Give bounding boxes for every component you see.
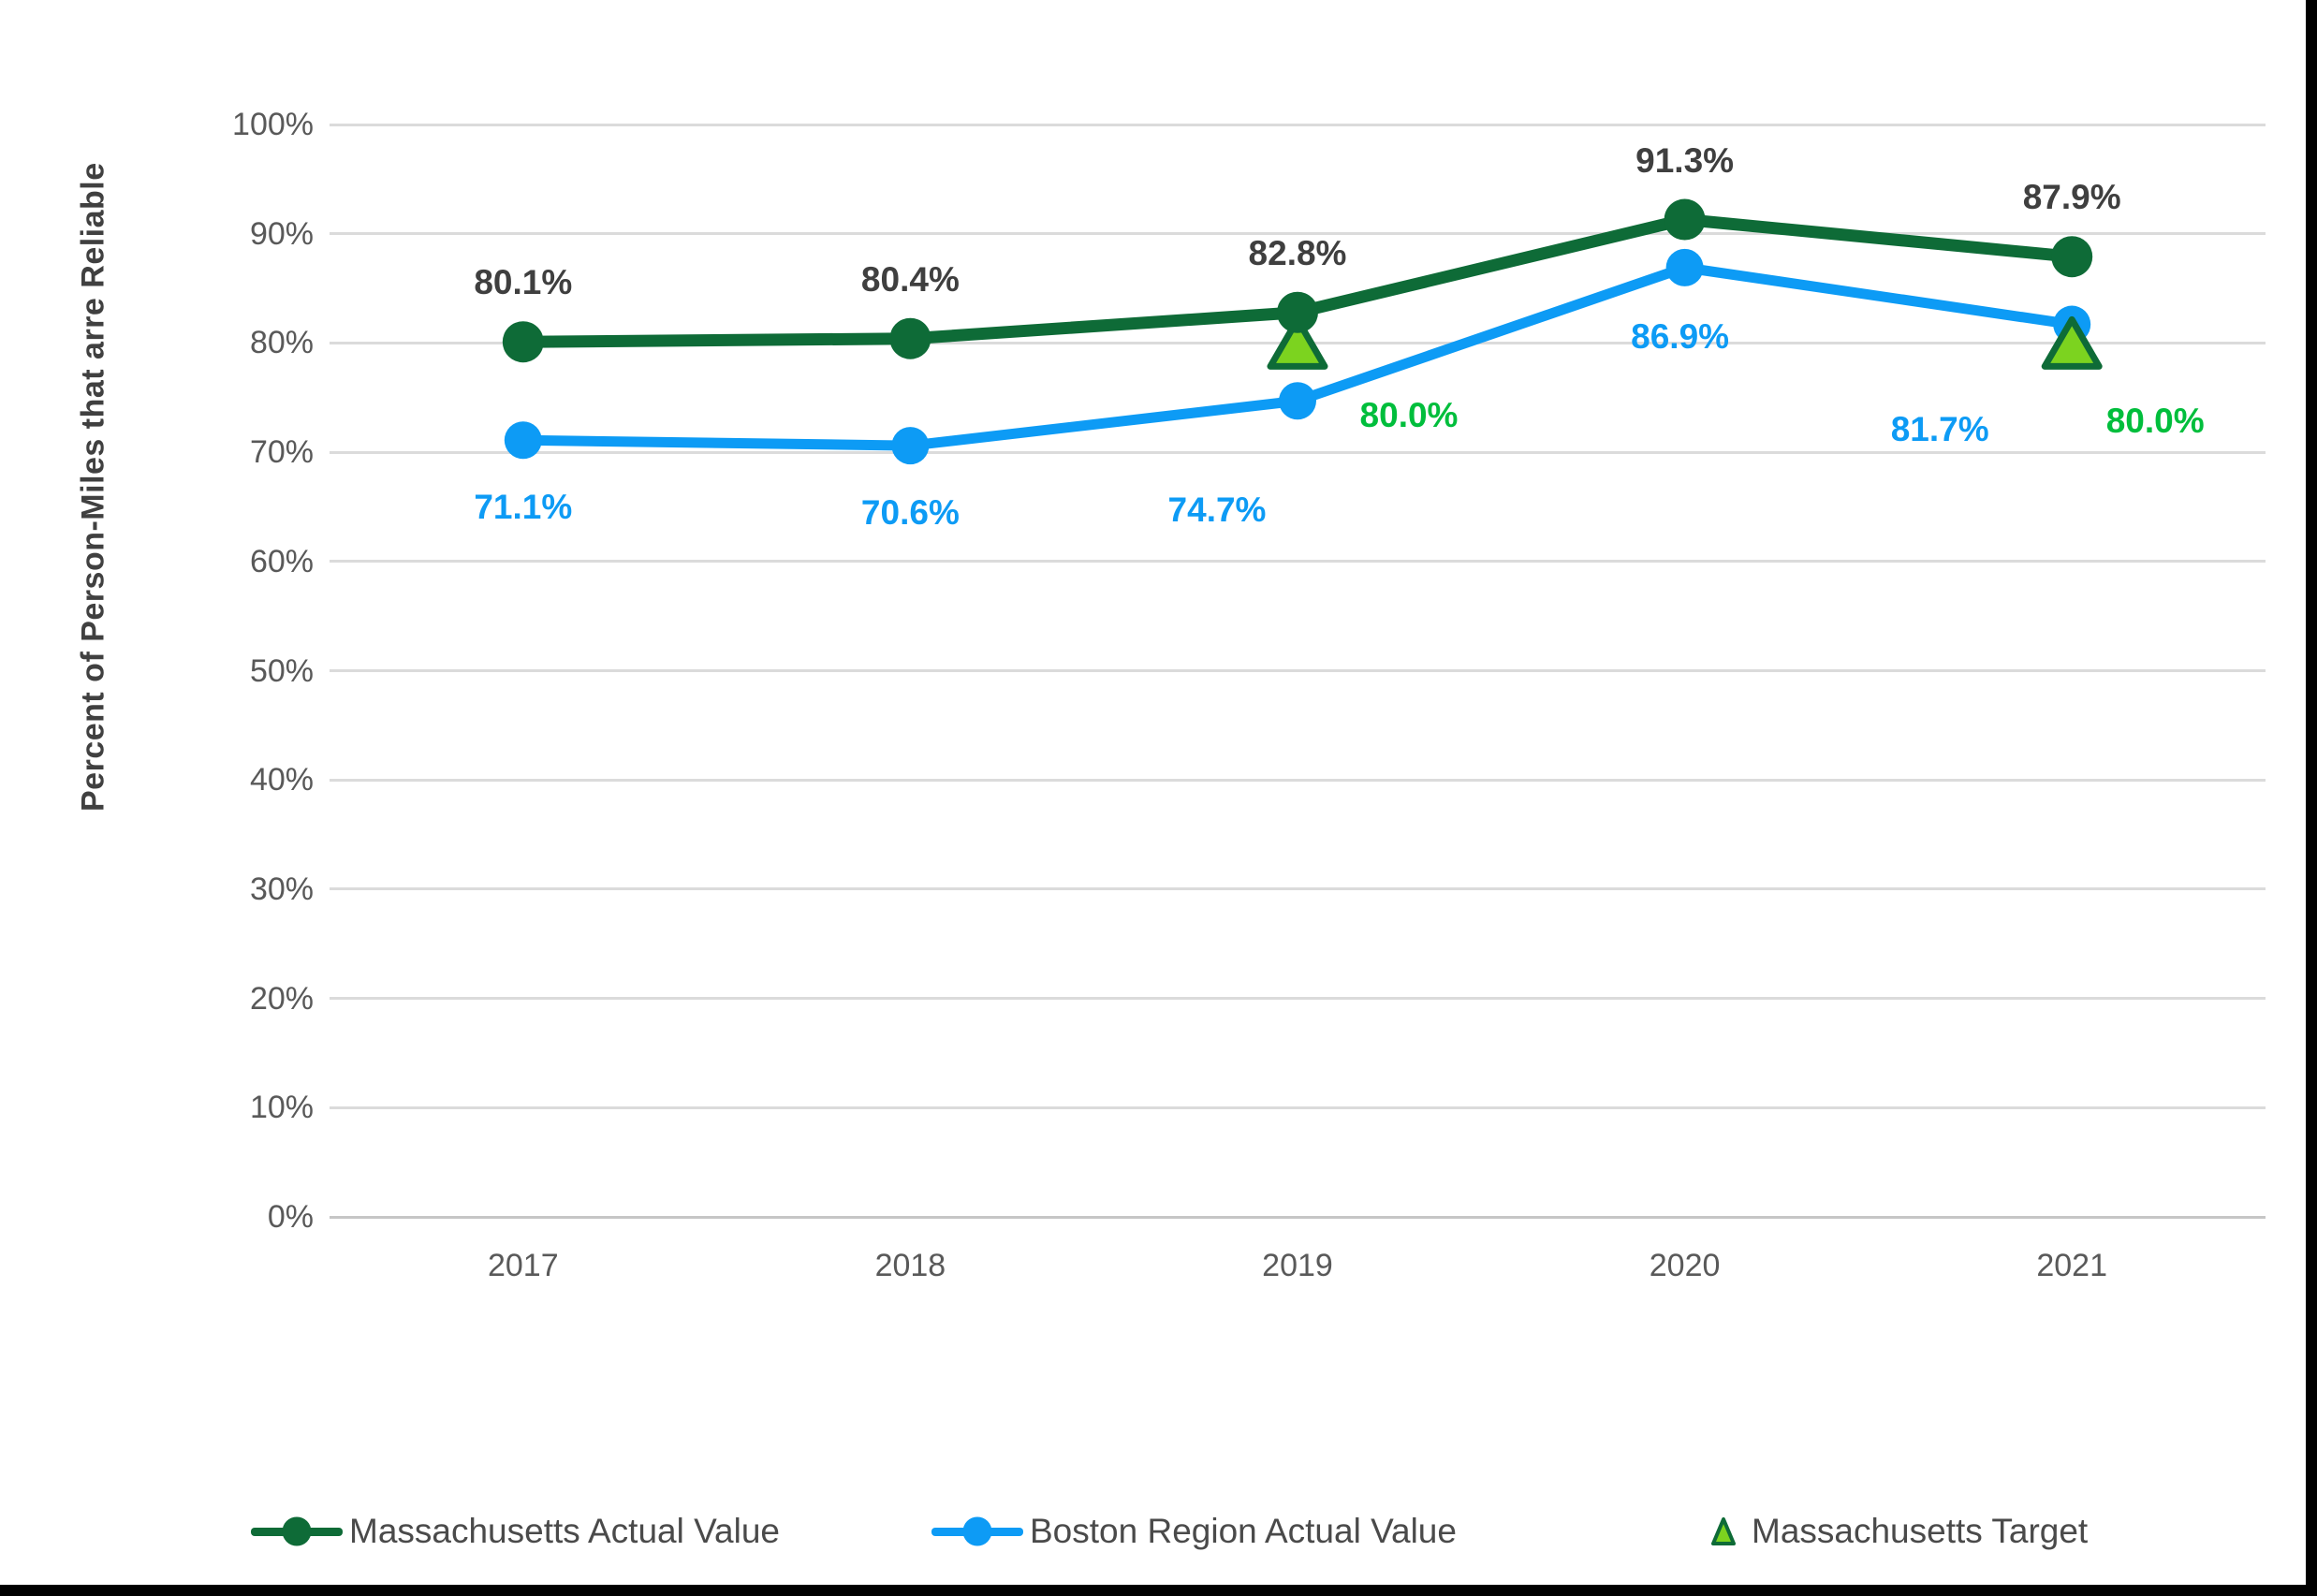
gridline-70% bbox=[330, 450, 2266, 454]
data-label: 87.9% bbox=[2022, 178, 2121, 217]
boston-region-actual-value-line bbox=[522, 262, 2073, 451]
y-tick-label: 20% bbox=[249, 980, 314, 1017]
boston-region-actual-value-point bbox=[1665, 248, 1704, 286]
boston-region-actual-value-point bbox=[2053, 305, 2091, 344]
y-tick-label: 80% bbox=[249, 325, 314, 361]
y-axis-title: Percent of Person-Miles that arre Reliab… bbox=[75, 162, 111, 812]
data-label: 80.1% bbox=[474, 263, 573, 302]
massachusetts-actual-value-line-marker-icon bbox=[251, 1516, 343, 1546]
data-label: 80.0% bbox=[2105, 402, 2205, 441]
data-label: 80.0% bbox=[1359, 396, 1459, 435]
gridline-40% bbox=[330, 778, 2266, 782]
x-tick-label: 2018 bbox=[874, 1248, 946, 1283]
massachusetts-actual-value-circle-marker-icon bbox=[282, 1516, 312, 1546]
gridline-20% bbox=[330, 997, 2266, 1001]
legend-item-boston-region-actual-value: Boston Region Actual Value bbox=[931, 1501, 1457, 1561]
x-tick-label: 2019 bbox=[1262, 1248, 1333, 1283]
y-tick-label: 0% bbox=[267, 1199, 314, 1235]
gridline-50% bbox=[330, 669, 2266, 672]
data-label: 80.4% bbox=[860, 259, 960, 299]
y-tick-label: 30% bbox=[249, 871, 314, 907]
screen-edge-bar-right bbox=[2306, 0, 2317, 1596]
y-tick-label: 60% bbox=[249, 543, 314, 579]
x-tick-label: 2017 bbox=[487, 1248, 559, 1283]
gridline-60% bbox=[330, 560, 2266, 564]
boston-region-actual-value-line-marker-icon bbox=[931, 1516, 1023, 1546]
massachusetts-actual-value-point bbox=[1277, 291, 1318, 333]
x-tick-label: 2021 bbox=[2036, 1248, 2107, 1283]
legend-label-boston-region-actual-value: Boston Region Actual Value bbox=[1030, 1512, 1457, 1550]
data-label: 74.7% bbox=[1167, 491, 1267, 530]
data-label: 70.6% bbox=[860, 493, 960, 533]
data-label: 82.8% bbox=[1248, 233, 1347, 272]
boston-region-actual-value-circle-marker-icon bbox=[962, 1516, 992, 1546]
legend-item-massachusetts-actual-value: Massachusetts Actual Value bbox=[251, 1501, 780, 1561]
massachusetts-actual-value-point bbox=[889, 317, 931, 359]
data-label: 91.3% bbox=[1635, 140, 1735, 180]
data-label: 86.9% bbox=[1631, 316, 1730, 356]
massachusetts-target-triangle-marker-icon bbox=[1711, 1517, 1736, 1545]
data-label: 81.7% bbox=[1890, 409, 1989, 448]
y-tick-label: 10% bbox=[249, 1090, 314, 1126]
y-tick-label: 100% bbox=[232, 107, 314, 142]
gridline-80% bbox=[330, 341, 2266, 344]
data-label: 71.1% bbox=[474, 488, 573, 527]
gridline-10% bbox=[330, 1105, 2266, 1109]
y-tick-label: 90% bbox=[249, 215, 314, 252]
legend-item-massachusetts-target: Massachusetts Target bbox=[1702, 1501, 2088, 1561]
boston-region-actual-value-point bbox=[1279, 382, 1316, 420]
screen-edge-bar-bottom bbox=[0, 1585, 2317, 1596]
y-tick-label: 50% bbox=[249, 652, 314, 689]
gridline-100% bbox=[330, 123, 2266, 126]
x-tick-label: 2020 bbox=[1649, 1248, 1721, 1283]
y-tick-label: 40% bbox=[249, 762, 314, 798]
gridline-0% bbox=[330, 1215, 2266, 1219]
legend-label-massachusetts-target: Massachusetts Target bbox=[1752, 1512, 2089, 1550]
y-tick-label: 70% bbox=[249, 434, 314, 471]
boston-region-actual-value-point bbox=[891, 427, 930, 465]
massachusetts-actual-value-point bbox=[2051, 236, 2093, 278]
legend-label-massachusetts-actual-value: Massachusetts Actual Value bbox=[349, 1512, 781, 1550]
gridline-30% bbox=[330, 887, 2266, 891]
